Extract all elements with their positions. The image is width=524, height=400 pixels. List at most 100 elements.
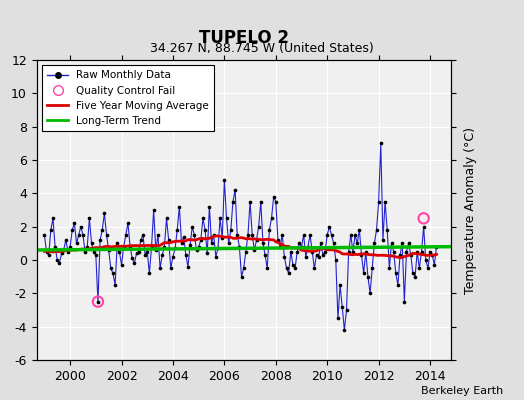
Point xyxy=(417,248,425,255)
Y-axis label: Temperature Anomaly (°C): Temperature Anomaly (°C) xyxy=(464,126,477,294)
Point xyxy=(396,252,404,258)
Point xyxy=(398,240,407,246)
Point xyxy=(312,252,321,258)
Point xyxy=(194,244,203,250)
Point xyxy=(235,244,244,250)
Point xyxy=(128,255,136,262)
Point xyxy=(53,257,61,263)
Point xyxy=(201,227,209,233)
Point xyxy=(90,248,98,255)
Point xyxy=(162,215,171,222)
Point xyxy=(357,252,366,258)
Point xyxy=(119,244,128,250)
Point xyxy=(158,252,167,258)
Point xyxy=(81,248,89,255)
Point xyxy=(117,262,126,268)
Point xyxy=(334,315,342,322)
Point xyxy=(190,232,199,238)
Point xyxy=(299,232,308,238)
Point xyxy=(285,270,293,276)
Point xyxy=(83,244,92,250)
Point xyxy=(349,248,357,255)
Point xyxy=(391,270,400,276)
Point xyxy=(271,198,280,205)
Point xyxy=(328,232,336,238)
Point xyxy=(291,265,299,272)
Point xyxy=(64,248,72,255)
Point xyxy=(353,240,362,246)
Point xyxy=(411,274,419,280)
Point xyxy=(130,260,138,266)
Point xyxy=(338,304,346,310)
Text: 34.267 N, 88.745 W (United States): 34.267 N, 88.745 W (United States) xyxy=(150,42,374,55)
Point xyxy=(151,247,160,253)
Point xyxy=(192,247,201,253)
Point xyxy=(381,198,389,205)
Point xyxy=(248,232,256,238)
Point xyxy=(385,265,394,272)
Point xyxy=(287,248,295,255)
Point xyxy=(310,265,319,272)
Point xyxy=(237,274,246,280)
Point xyxy=(208,240,216,246)
Point xyxy=(88,240,96,246)
Point xyxy=(154,232,162,238)
Point xyxy=(233,232,242,238)
Point xyxy=(387,240,396,246)
Point xyxy=(274,237,282,243)
Point xyxy=(321,248,329,255)
Point xyxy=(377,140,385,146)
Point xyxy=(344,248,353,255)
Point xyxy=(402,248,411,255)
Point xyxy=(226,227,235,233)
Point xyxy=(400,298,409,305)
Text: Berkeley Earth: Berkeley Earth xyxy=(421,386,503,396)
Point xyxy=(212,254,220,260)
Point xyxy=(409,270,417,276)
Point xyxy=(246,198,254,205)
Point xyxy=(362,248,370,255)
Point xyxy=(370,240,378,246)
Point xyxy=(428,252,436,258)
Point xyxy=(302,254,310,260)
Point xyxy=(282,265,291,272)
Point xyxy=(188,224,196,230)
Point xyxy=(77,224,85,230)
Point xyxy=(364,274,372,280)
Point xyxy=(340,327,348,333)
Point xyxy=(85,215,94,222)
Point xyxy=(383,227,391,233)
Point xyxy=(141,252,149,258)
Point xyxy=(407,252,415,258)
Point xyxy=(306,232,314,238)
Point xyxy=(177,240,185,246)
Point xyxy=(351,232,359,238)
Point xyxy=(419,215,428,222)
Point xyxy=(203,250,211,256)
Point xyxy=(323,232,331,238)
Point xyxy=(224,240,233,246)
Point xyxy=(415,265,423,272)
Point xyxy=(422,257,430,263)
Point xyxy=(40,232,49,238)
Point xyxy=(115,248,124,255)
Point xyxy=(336,282,344,288)
Point xyxy=(293,248,301,255)
Point xyxy=(330,240,338,246)
Point xyxy=(280,254,289,260)
Point xyxy=(149,207,158,213)
Point xyxy=(297,244,305,250)
Point xyxy=(257,198,265,205)
Point xyxy=(308,248,316,255)
Point xyxy=(278,232,287,238)
Point xyxy=(289,262,297,268)
Point xyxy=(62,237,70,243)
Point xyxy=(366,290,374,296)
Point xyxy=(98,227,106,233)
Point xyxy=(66,244,74,250)
Point xyxy=(253,237,261,243)
Point xyxy=(373,227,381,233)
Point xyxy=(210,232,218,238)
Point xyxy=(375,198,383,205)
Point xyxy=(342,307,351,313)
